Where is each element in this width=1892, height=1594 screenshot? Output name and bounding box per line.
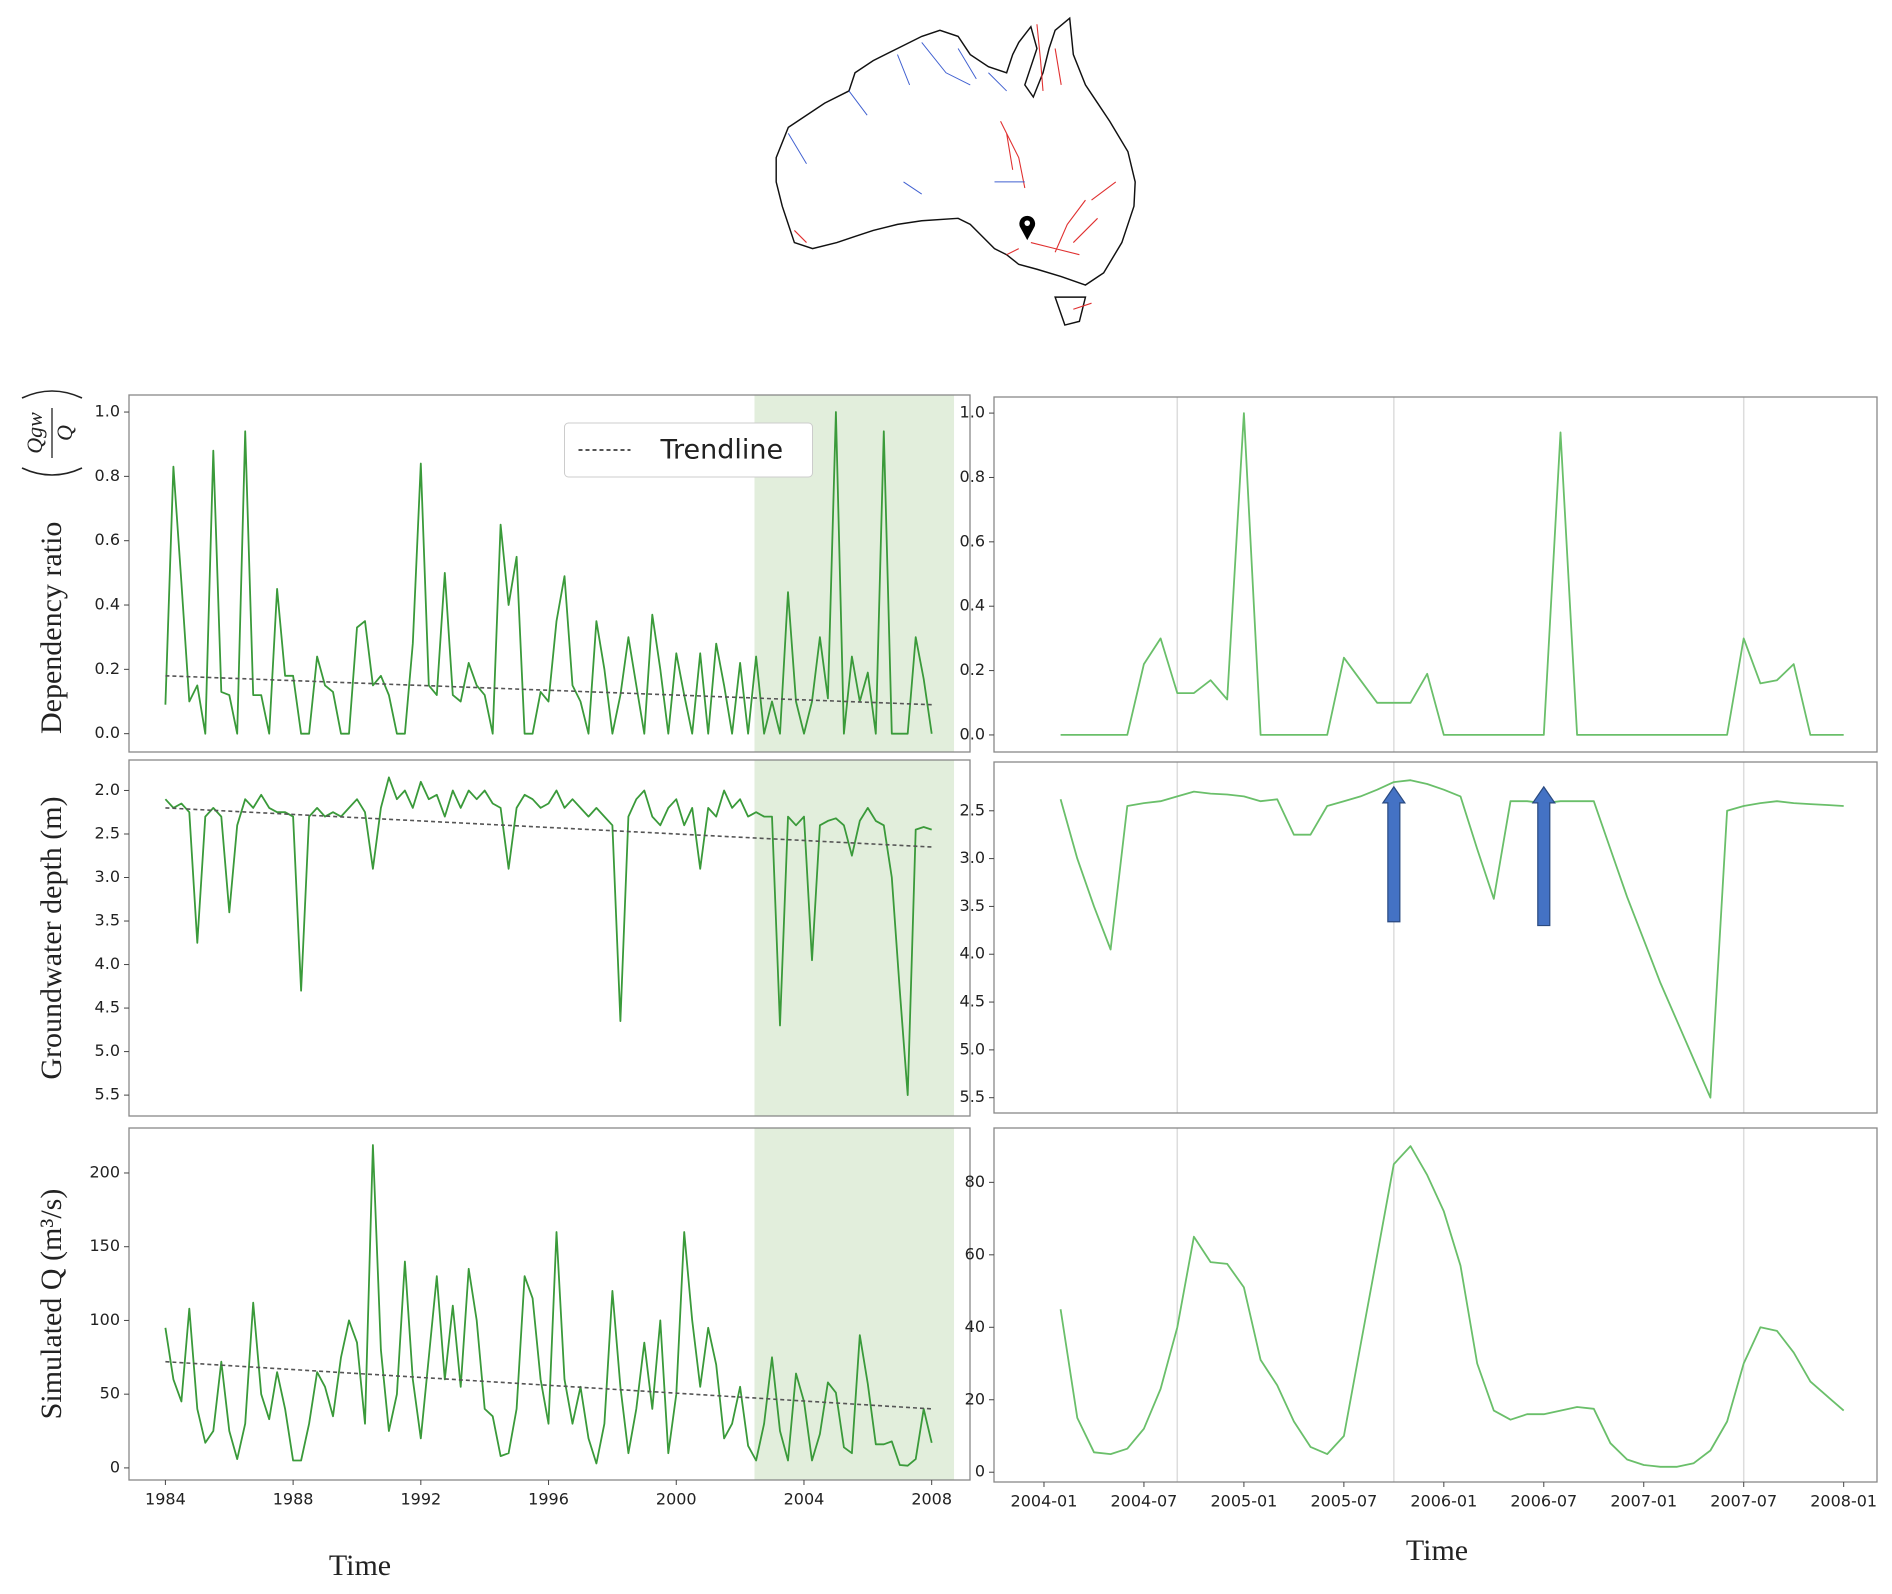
data-line bbox=[164, 411, 933, 735]
y-tick-label: 60 bbox=[965, 1244, 985, 1263]
y-tick-label: 4.5 bbox=[95, 998, 120, 1017]
x-tick-label: 2004 bbox=[784, 1490, 825, 1509]
y-tick-label: 20 bbox=[965, 1389, 985, 1408]
plot-frame bbox=[993, 761, 1878, 1114]
fraction-denominator: Q bbox=[52, 425, 77, 441]
data-line bbox=[1059, 1145, 1845, 1468]
x-tick-label: 2005-01 bbox=[1210, 1492, 1277, 1511]
pin-hole bbox=[1024, 220, 1031, 226]
plot-frame bbox=[993, 1127, 1878, 1483]
paren bbox=[21, 390, 83, 399]
y-tick-label: 2.5 bbox=[960, 800, 985, 819]
x-tick-label: 2004-07 bbox=[1111, 1492, 1178, 1511]
y-tick-label: 80 bbox=[965, 1172, 985, 1191]
y-tick-label: 0 bbox=[975, 1462, 985, 1481]
y-tick-label: 150 bbox=[89, 1236, 120, 1255]
y-tick-label: 100 bbox=[89, 1310, 120, 1329]
x-tick-label: 2007-01 bbox=[1610, 1492, 1677, 1511]
location-pin bbox=[1019, 215, 1036, 241]
y-tick-label: 0.0 bbox=[95, 723, 120, 742]
highlight-span bbox=[754, 760, 955, 1116]
y-tick-label: 0.4 bbox=[95, 595, 120, 614]
rivers-red bbox=[793, 24, 1117, 310]
y-tick-label: 0 bbox=[110, 1457, 120, 1476]
y-tick-label: 3.0 bbox=[95, 867, 120, 886]
rivers-blue bbox=[787, 42, 1025, 195]
y-tick-label: 4.0 bbox=[95, 954, 120, 973]
y-tick-label: 5.5 bbox=[95, 1085, 120, 1104]
y-tick-label: 3.0 bbox=[960, 848, 985, 867]
y-tick-label: 5.0 bbox=[960, 1039, 985, 1058]
data-line bbox=[164, 776, 932, 1096]
x-tick-label: 2004-01 bbox=[1011, 1492, 1078, 1511]
x-tick-label: 2008-01 bbox=[1810, 1492, 1877, 1511]
y-axis-label: Simulated Q (m³/s) bbox=[35, 1189, 68, 1420]
x-tick-label: 1996 bbox=[528, 1490, 569, 1509]
arrow bbox=[1531, 785, 1556, 927]
y-tick-label: 0.6 bbox=[95, 530, 120, 549]
x-tick-label: 2000 bbox=[656, 1490, 697, 1509]
x-tick-label: 1984 bbox=[145, 1490, 186, 1509]
y-tick-label: 3.5 bbox=[960, 896, 985, 915]
y-axis-label-text: Simulated Q (m³/s) bbox=[35, 1189, 68, 1420]
y-tick-label: 4.5 bbox=[960, 992, 985, 1011]
legend-box bbox=[564, 422, 813, 478]
y-tick-label: 1.0 bbox=[95, 402, 120, 421]
fraction-numerator: Qgw bbox=[22, 412, 47, 454]
y-tick-label: 0.2 bbox=[960, 660, 985, 679]
x-tick-label: 2006-07 bbox=[1510, 1492, 1577, 1511]
y-tick-label: 0.0 bbox=[960, 724, 985, 743]
y-tick-label: 0.2 bbox=[95, 659, 120, 678]
y-axis-label: Groundwater depth (m) bbox=[35, 796, 68, 1079]
map-outline bbox=[775, 16, 1136, 286]
x-axis-label: Time bbox=[329, 1549, 391, 1582]
paren bbox=[21, 467, 83, 476]
data-line bbox=[1059, 779, 1844, 1099]
y-axis-label-text: Groundwater depth (m) bbox=[35, 796, 68, 1079]
x-tick-label: 1992 bbox=[400, 1490, 441, 1509]
x-tick-label: 2005-07 bbox=[1310, 1492, 1377, 1511]
y-tick-label: 5.5 bbox=[960, 1087, 985, 1106]
x-tick-label: 2008 bbox=[911, 1490, 952, 1509]
data-line bbox=[1060, 412, 1844, 736]
trendline bbox=[165, 675, 932, 706]
tasmania bbox=[1054, 296, 1087, 326]
y-tick-label: 40 bbox=[965, 1317, 985, 1336]
x-tick-label: 2007-07 bbox=[1710, 1492, 1777, 1511]
australia-map bbox=[775, 16, 1136, 326]
y-axis-label: Dependency ratio Qgw Q bbox=[21, 390, 83, 734]
y-tick-label: 200 bbox=[89, 1162, 120, 1181]
x-axis-label: Time bbox=[1406, 1534, 1468, 1567]
trendline bbox=[165, 1360, 932, 1410]
y-tick-label: 2.5 bbox=[95, 823, 120, 842]
arrow bbox=[1381, 785, 1406, 923]
y-axis-label-text: Dependency ratio bbox=[35, 522, 68, 734]
y-tick-label: 0.8 bbox=[95, 466, 120, 485]
x-tick-label: 1988 bbox=[273, 1490, 314, 1509]
y-tick-label: 4.0 bbox=[960, 944, 985, 963]
x-tick-label: 2006-01 bbox=[1410, 1492, 1477, 1511]
trendline bbox=[165, 807, 932, 848]
y-tick-label: 0.8 bbox=[960, 467, 985, 486]
plot-frame bbox=[128, 1127, 971, 1481]
legend-label: Trendline bbox=[660, 435, 784, 466]
y-tick-label: 0.4 bbox=[960, 596, 985, 615]
y-tick-label: 1.0 bbox=[960, 403, 985, 422]
y-tick-label: 2.0 bbox=[95, 780, 120, 799]
y-tick-label: 5.0 bbox=[95, 1041, 120, 1060]
plot-frame bbox=[128, 394, 971, 753]
y-tick-label: 50 bbox=[100, 1384, 120, 1403]
y-tick-label: 3.5 bbox=[95, 911, 120, 930]
plot-frame bbox=[128, 759, 971, 1117]
plot-frame bbox=[993, 396, 1878, 753]
y-tick-label: 0.6 bbox=[960, 531, 985, 550]
